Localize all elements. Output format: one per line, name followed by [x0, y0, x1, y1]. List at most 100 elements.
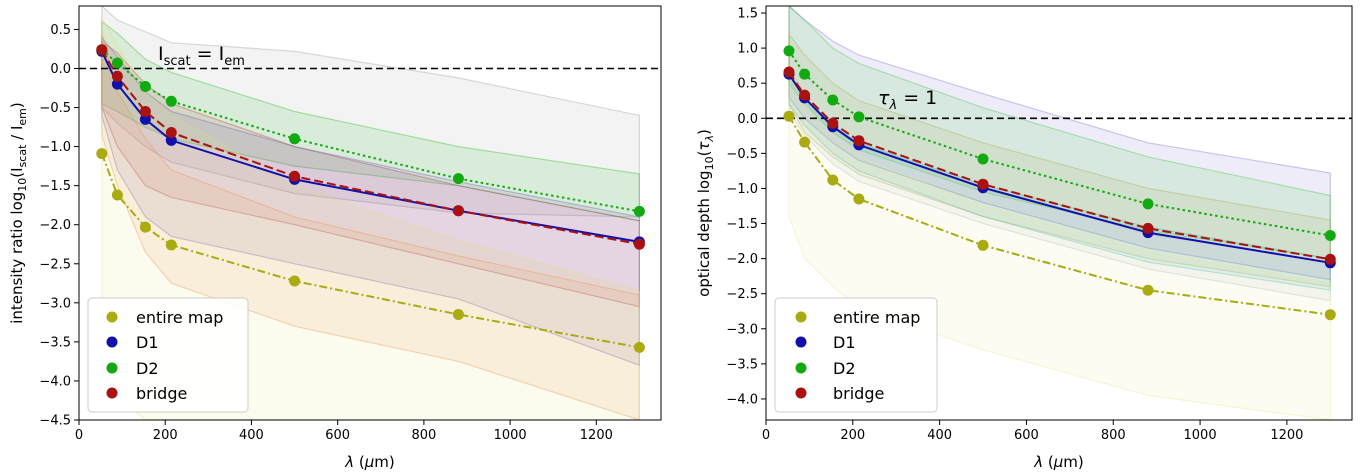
legend-label-d1: D1: [136, 333, 159, 352]
x-tick-label: 200: [840, 428, 865, 443]
uncertainty-band-4: [101, 35, 640, 367]
uncertainty-band-5: [101, 33, 640, 420]
x-tick-label: 600: [1014, 428, 1039, 443]
right-legend-box: [774, 297, 938, 413]
data-point-d1: [165, 134, 177, 146]
data-point-entire-map: [165, 239, 177, 251]
legend-label-d2: D2: [833, 359, 856, 378]
right-reference-label: τλ = 1: [878, 87, 937, 113]
data-point-entire-map: [452, 309, 464, 320]
x-tick-label: 600: [325, 428, 350, 443]
y-tick-label: 1.5: [737, 7, 758, 22]
data-point-d2: [853, 111, 865, 123]
data-point-d1: [139, 113, 151, 125]
right-plot-frame: [765, 5, 1353, 421]
x-tick-label: 0: [762, 428, 770, 443]
right-legend: entire map D1 D2 bridge: [774, 297, 938, 413]
y-tick-label: −0.5: [39, 101, 71, 116]
data-point-d2: [165, 95, 177, 107]
x-tick-label: 400: [239, 428, 264, 443]
data-point-bridge: [799, 89, 811, 101]
data-point-entire-map: [139, 221, 151, 233]
x-tick-label: 1000: [494, 428, 527, 443]
data-point-d2: [289, 133, 301, 145]
right-x-axis: 0 200 400 600 800 1000 1200: [762, 420, 1303, 443]
left-x-axis: 0 200 400 600 800 1000 1200: [75, 420, 613, 443]
x-tick-label: 0: [75, 428, 83, 443]
legend-marker-bridge: [795, 387, 807, 399]
y-tick-label: −1.5: [726, 217, 758, 232]
right-y-axis-label: optical depth log10(τλ): [695, 129, 716, 297]
y-tick-label: −2.0: [726, 252, 758, 267]
data-point-bridge: [111, 70, 123, 82]
data-point-entire-map: [289, 275, 301, 287]
y-tick-label: −1.0: [726, 182, 758, 197]
y-tick-label: −2.5: [39, 257, 71, 272]
y-tick-label: −1.5: [39, 179, 71, 194]
y-tick-label: −0.5: [726, 147, 758, 162]
data-point-bridge: [96, 44, 108, 56]
data-point-d2: [633, 205, 645, 217]
data-point-d2: [139, 81, 151, 92]
left-panel: Iscat = Iem 0 200 400 600 800 1000 1200 −4.5−4…: [8, 5, 662, 471]
y-tick-label: 0.5: [50, 23, 71, 38]
data-point-d2: [1142, 198, 1154, 210]
y-tick-label: −2.0: [39, 218, 71, 233]
y-tick-label: −3.5: [39, 335, 71, 350]
y-tick-label: 0.5: [737, 77, 758, 92]
left-series: [96, 44, 645, 353]
data-point-d2: [452, 173, 464, 185]
x-tick-label: 200: [153, 428, 178, 443]
data-point-entire-map: [853, 193, 865, 205]
legend-marker-bridge: [106, 387, 118, 399]
right-series: [783, 45, 1336, 321]
data-point-entire-map: [1324, 309, 1336, 321]
legend-marker-d2: [795, 362, 807, 374]
x-tick-label: 1200: [1270, 428, 1303, 443]
uncertainty-band-3: [788, 32, 1331, 288]
data-point-entire-map: [111, 189, 123, 201]
y-tick-label: 1.0: [737, 42, 758, 57]
x-tick-label: 800: [411, 428, 436, 443]
uncertainty-band-5: [788, 77, 1331, 302]
left-legend: entire map D1 D2 bridge: [87, 297, 249, 413]
legend-label-bridge: bridge: [833, 384, 884, 403]
uncertainty-band-6: [788, 73, 1331, 420]
data-point-d2: [977, 153, 989, 165]
data-point-bridge: [139, 106, 151, 117]
x-tick-label: 400: [927, 428, 952, 443]
data-point-d2: [1324, 230, 1336, 241]
y-tick-label: −3.0: [39, 296, 71, 311]
data-point-bridge: [289, 170, 301, 182]
left-x-axis-label: λ (μm): [344, 453, 395, 471]
data-point-entire-map: [783, 110, 795, 122]
y-tick-label: −1.0: [39, 140, 71, 155]
y-tick-label: −2.5: [726, 287, 758, 302]
y-tick-label: −4.0: [726, 392, 758, 407]
legend-label-bridge: bridge: [136, 384, 187, 403]
right-x-axis-label: λ (μm): [1033, 453, 1084, 471]
y-tick-label: −4.5: [39, 414, 71, 429]
data-point-entire-map: [799, 136, 811, 148]
legend-label-entire-map: entire map: [136, 308, 223, 327]
data-point-d2: [111, 57, 123, 69]
legend-label-d2: D2: [136, 359, 159, 378]
left-plot-frame: [78, 5, 662, 421]
data-point-bridge: [452, 205, 464, 217]
uncertainty-band-2: [101, 20, 640, 222]
data-point-entire-map: [1142, 284, 1154, 296]
data-point-bridge: [827, 117, 839, 129]
left-reference-label: Iscat = Iem: [158, 43, 245, 69]
data-point-entire-map: [827, 174, 839, 186]
left-y-axis-label: intensity ratio log10(Iscat / Iem): [8, 102, 29, 324]
data-point-bridge: [165, 127, 177, 138]
data-point-entire-map: [633, 341, 645, 353]
legend-marker-entire-map: [106, 311, 118, 323]
y-tick-label: −4.0: [39, 374, 71, 389]
legend-label-d1: D1: [833, 333, 856, 352]
right-panel: τλ = 1 0 200 400 600 800 1000 1200 −4.0 −3.5 −3.…: [695, 5, 1353, 471]
data-point-d2: [799, 68, 811, 80]
x-tick-label: 800: [1101, 428, 1126, 443]
y-tick-label: 0.0: [737, 112, 758, 127]
